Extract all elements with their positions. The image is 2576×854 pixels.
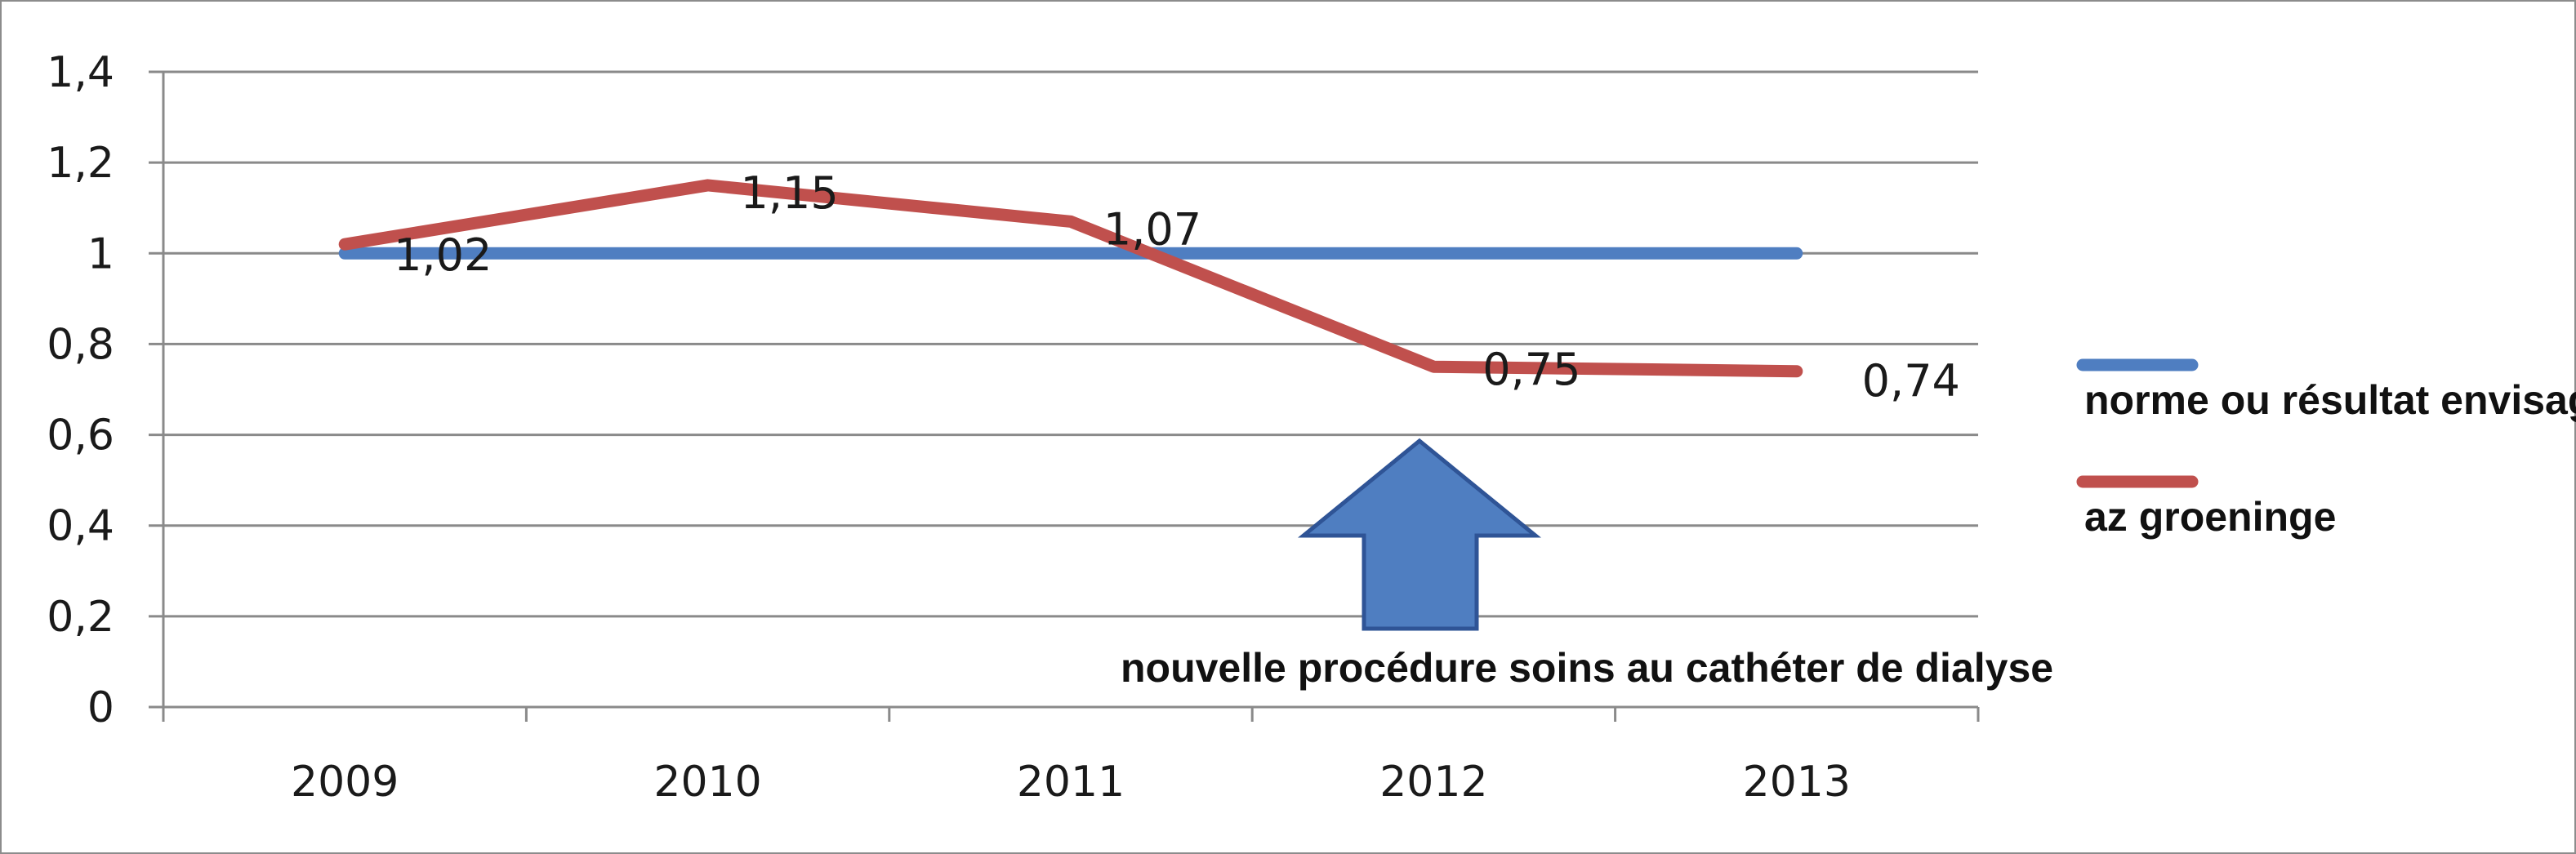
y-tick-label: 0,8 bbox=[47, 320, 114, 369]
annotation: nouvelle procédure soins au cathéter de … bbox=[1121, 438, 2053, 691]
y-tick-label: 0,4 bbox=[47, 502, 114, 551]
legend-label: az groeninge bbox=[2084, 494, 2336, 540]
y-tick-label: 0,6 bbox=[47, 411, 114, 460]
x-tick-label: 2009 bbox=[291, 758, 399, 807]
annotation-text: nouvelle procédure soins au cathéter de … bbox=[1121, 645, 2053, 691]
series-lines bbox=[338, 179, 1803, 378]
legend: norme ou résultat envisagé az groeninge bbox=[2076, 358, 2576, 540]
x-tick-label: 2012 bbox=[1379, 758, 1487, 807]
x-tick-label: 2013 bbox=[1743, 758, 1851, 807]
y-tick-label: 1 bbox=[87, 229, 114, 278]
data-label: 1,15 bbox=[740, 167, 838, 219]
data-labels: 1,02 1,15 1,07 0,75 0,74 bbox=[394, 167, 1960, 407]
data-label: 0,74 bbox=[1862, 355, 1960, 407]
data-label: 1,02 bbox=[394, 229, 492, 281]
y-tick-label: 1,4 bbox=[47, 48, 114, 97]
x-axis-ticks: 2009 2010 2011 2012 2013 bbox=[162, 707, 1980, 807]
x-tick-label: 2011 bbox=[1017, 758, 1125, 807]
gridlines bbox=[163, 70, 1978, 618]
data-label: 1,07 bbox=[1103, 203, 1201, 255]
y-axis-ticks: 0 0,2 0,4 0,6 0,8 1 1,2 1,4 bbox=[47, 48, 163, 732]
y-tick-label: 1,2 bbox=[47, 139, 114, 188]
y-tick-label: 0,2 bbox=[47, 593, 114, 642]
series-line-1 bbox=[338, 179, 1803, 378]
axes bbox=[162, 72, 1978, 709]
x-tick-label: 2010 bbox=[653, 758, 761, 807]
legend-label: norme ou résultat envisagé bbox=[2084, 377, 2576, 423]
up-arrow-icon bbox=[1297, 438, 1542, 631]
data-label: 0,75 bbox=[1482, 344, 1580, 395]
y-tick-label: 0 bbox=[87, 683, 114, 732]
